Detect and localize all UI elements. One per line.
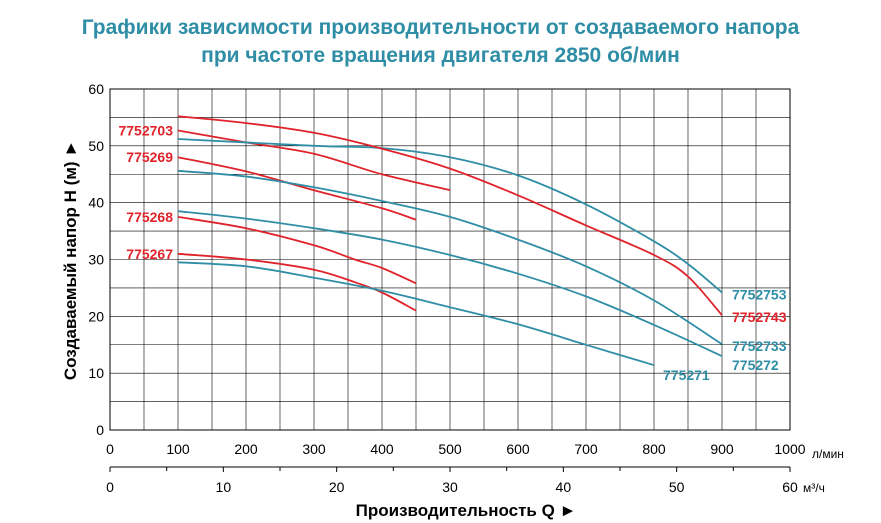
- series-line-775268: [177, 216, 417, 285]
- x-tick-label: 1000: [774, 441, 805, 457]
- x-tick-label: 300: [302, 441, 326, 457]
- series-label-7752753: 7752753: [732, 286, 787, 302]
- x2-tick-label: 20: [329, 479, 345, 495]
- series-line-7752703: [177, 129, 451, 192]
- series-label-7752703: 7752703: [118, 122, 173, 138]
- x2-tick-label: 40: [556, 479, 572, 495]
- series-line-7752733: [177, 169, 723, 345]
- y-axis-label: Создаваемый напор Н (м) ►: [61, 140, 80, 380]
- x-tick-label: 600: [506, 441, 530, 457]
- y-tick-label: 0: [96, 422, 104, 438]
- chart-title-line2: при частоте вращения двигателя 2850 об/м…: [201, 44, 680, 67]
- y-tick-label: 50: [88, 138, 104, 154]
- x2-tick-label: 0: [106, 479, 114, 495]
- plot-frame: [109, 88, 791, 431]
- y-tick-label: 60: [88, 81, 104, 97]
- x-tick-label: 900: [710, 441, 734, 457]
- x-tick-label: 100: [166, 441, 190, 457]
- series-label-775268: 775268: [126, 209, 173, 225]
- x-tick-label: 200: [234, 441, 258, 457]
- x2-tick-label: 10: [216, 479, 232, 495]
- y-tick-label: 30: [88, 252, 104, 268]
- y-tick-label: 10: [88, 365, 104, 381]
- x-tick-label: 400: [370, 441, 394, 457]
- x2-tick-label: 30: [442, 479, 458, 495]
- series-label-775272: 775272: [732, 357, 779, 373]
- x-tick-label: 500: [438, 441, 462, 457]
- series-line-775269: [177, 156, 417, 221]
- y-tick-label: 40: [88, 195, 104, 211]
- series-labels: 7752703 775269 775268 775267 7752753 7752743 7…: [118, 122, 786, 383]
- x-tick-label: 800: [642, 441, 666, 457]
- series-line-7752753: [177, 138, 723, 294]
- chart-title-line1: Графики зависимости производительности о…: [81, 16, 800, 39]
- x-axis-label: Производительность Q ►: [356, 501, 577, 520]
- x-tick-label: 700: [574, 441, 598, 457]
- x2-tick-label: 60: [782, 479, 798, 495]
- series-label-775271: 775271: [663, 367, 710, 383]
- x-axis-unit-lpm: л/мин: [812, 447, 844, 461]
- series-label-7752733: 7752733: [732, 338, 787, 354]
- grid: [109, 88, 791, 431]
- series-line-775272: [177, 210, 723, 357]
- series-line-7752743: [177, 115, 723, 316]
- series-label-775267: 775267: [126, 246, 173, 262]
- x2-tick-label: 50: [669, 479, 685, 495]
- series-layer: [177, 115, 723, 367]
- series-label-7752743: 7752743: [732, 309, 787, 325]
- y-tick-label: 20: [88, 308, 104, 324]
- x-axis-unit-m3h: м³/ч: [803, 481, 825, 495]
- series-line-775271: [177, 261, 655, 367]
- series-line-775267: [177, 252, 417, 312]
- x-tick-label: 0: [106, 441, 114, 457]
- series-label-775269: 775269: [126, 149, 173, 165]
